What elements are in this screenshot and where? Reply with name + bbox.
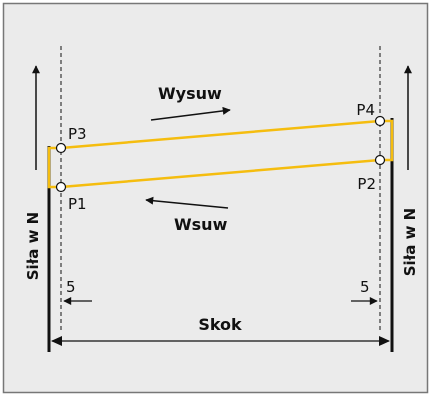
right-offset-label: 5	[360, 278, 370, 296]
force-cycle-loop	[47, 119, 394, 189]
point-p2-label: P2	[357, 175, 376, 193]
left-offset-label: 5	[66, 278, 76, 296]
stroke-label: Skok	[198, 315, 242, 334]
left-force-axis-label: Siła w N	[24, 212, 42, 281]
extend-label: Wysuw	[158, 84, 222, 103]
point-p1-label: P1	[68, 195, 87, 213]
extend-direction-arrow	[150, 106, 231, 121]
right-force-axis-label: Siła w N	[401, 208, 419, 277]
point-p3-label: P3	[68, 125, 87, 143]
stroke-arrow-left-head	[51, 336, 62, 346]
stroke-arrow-right-head	[379, 336, 390, 346]
point-p2-marker	[374, 154, 386, 166]
point-p1-marker	[55, 181, 67, 193]
point-p4-marker	[374, 115, 386, 127]
retract-label: Wsuw	[174, 215, 228, 234]
retract-direction-arrow	[145, 196, 229, 209]
point-p4-label: P4	[356, 101, 375, 119]
point-p3-marker	[55, 142, 67, 154]
